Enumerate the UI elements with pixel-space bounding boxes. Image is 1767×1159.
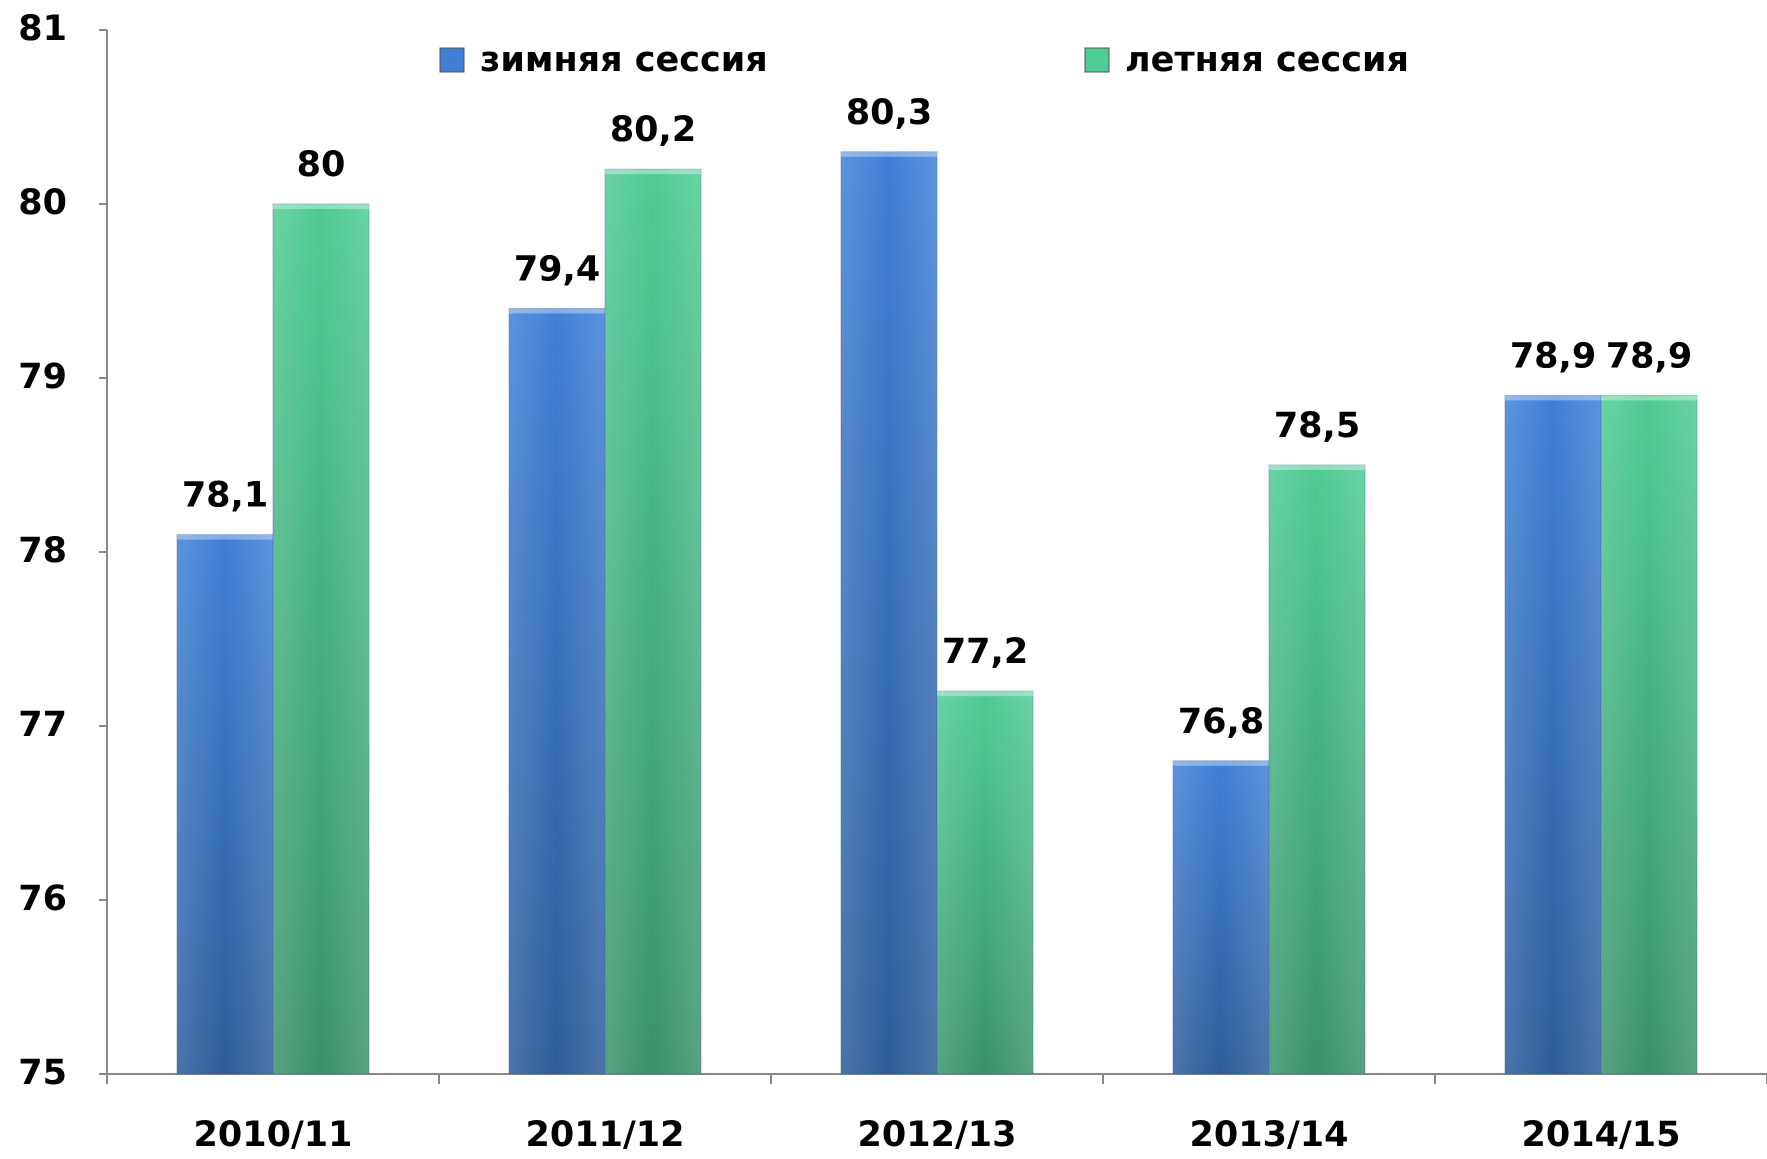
y-tick-label: 78 [18,531,67,571]
bar-glow [1269,465,1365,1074]
y-tick-label: 76 [18,879,67,919]
y-tick-label: 80 [18,183,67,223]
legend-label: летняя сессия [1125,40,1409,80]
bar-cap [937,691,1033,697]
bar-glow [605,169,701,1074]
bar-cap [1269,465,1365,470]
data-label: 77,2 [942,632,1028,672]
bar-glow [937,691,1033,1074]
data-label: 78,5 [1274,406,1360,446]
bar-cap [605,169,701,175]
data-label: 78,9 [1606,336,1692,376]
bar-glow [1173,760,1269,1074]
y-tick-label: 77 [18,705,67,745]
data-label: 79,4 [514,249,600,289]
data-label: 78,9 [1510,336,1596,376]
bar-glow [1601,395,1697,1074]
x-tick-label: 2012/13 [858,1115,1017,1155]
bar-cap [1601,395,1697,401]
bar-cap [177,534,273,540]
legend-label: зимняя сессия [480,40,768,80]
bar-glow [841,151,937,1075]
bar-cap [1505,395,1601,401]
y-tick-label: 79 [18,357,67,397]
data-label: 76,8 [1178,702,1264,742]
bar-glow [1505,395,1601,1074]
x-tick-label: 2013/14 [1190,1115,1349,1155]
bar-glow [273,204,369,1074]
bar-cap [273,204,369,209]
data-label: 78,1 [182,476,268,516]
legend-swatch [1084,47,1110,73]
y-tick-label: 75 [18,1053,67,1093]
bar-glow [177,534,273,1074]
x-tick-label: 2014/15 [1522,1115,1681,1155]
x-tick-label: 2010/11 [194,1115,353,1155]
data-label: 80,2 [610,110,696,150]
bar-cap [1173,760,1269,766]
y-tick-label: 81 [18,9,67,49]
bar-cap [841,151,937,157]
bar-cap [509,308,605,314]
data-label: 80,3 [846,93,932,133]
legend-swatch [439,47,465,73]
bar-glow [509,308,605,1074]
x-tick-label: 2011/12 [526,1115,685,1155]
data-label: 80 [297,145,346,185]
